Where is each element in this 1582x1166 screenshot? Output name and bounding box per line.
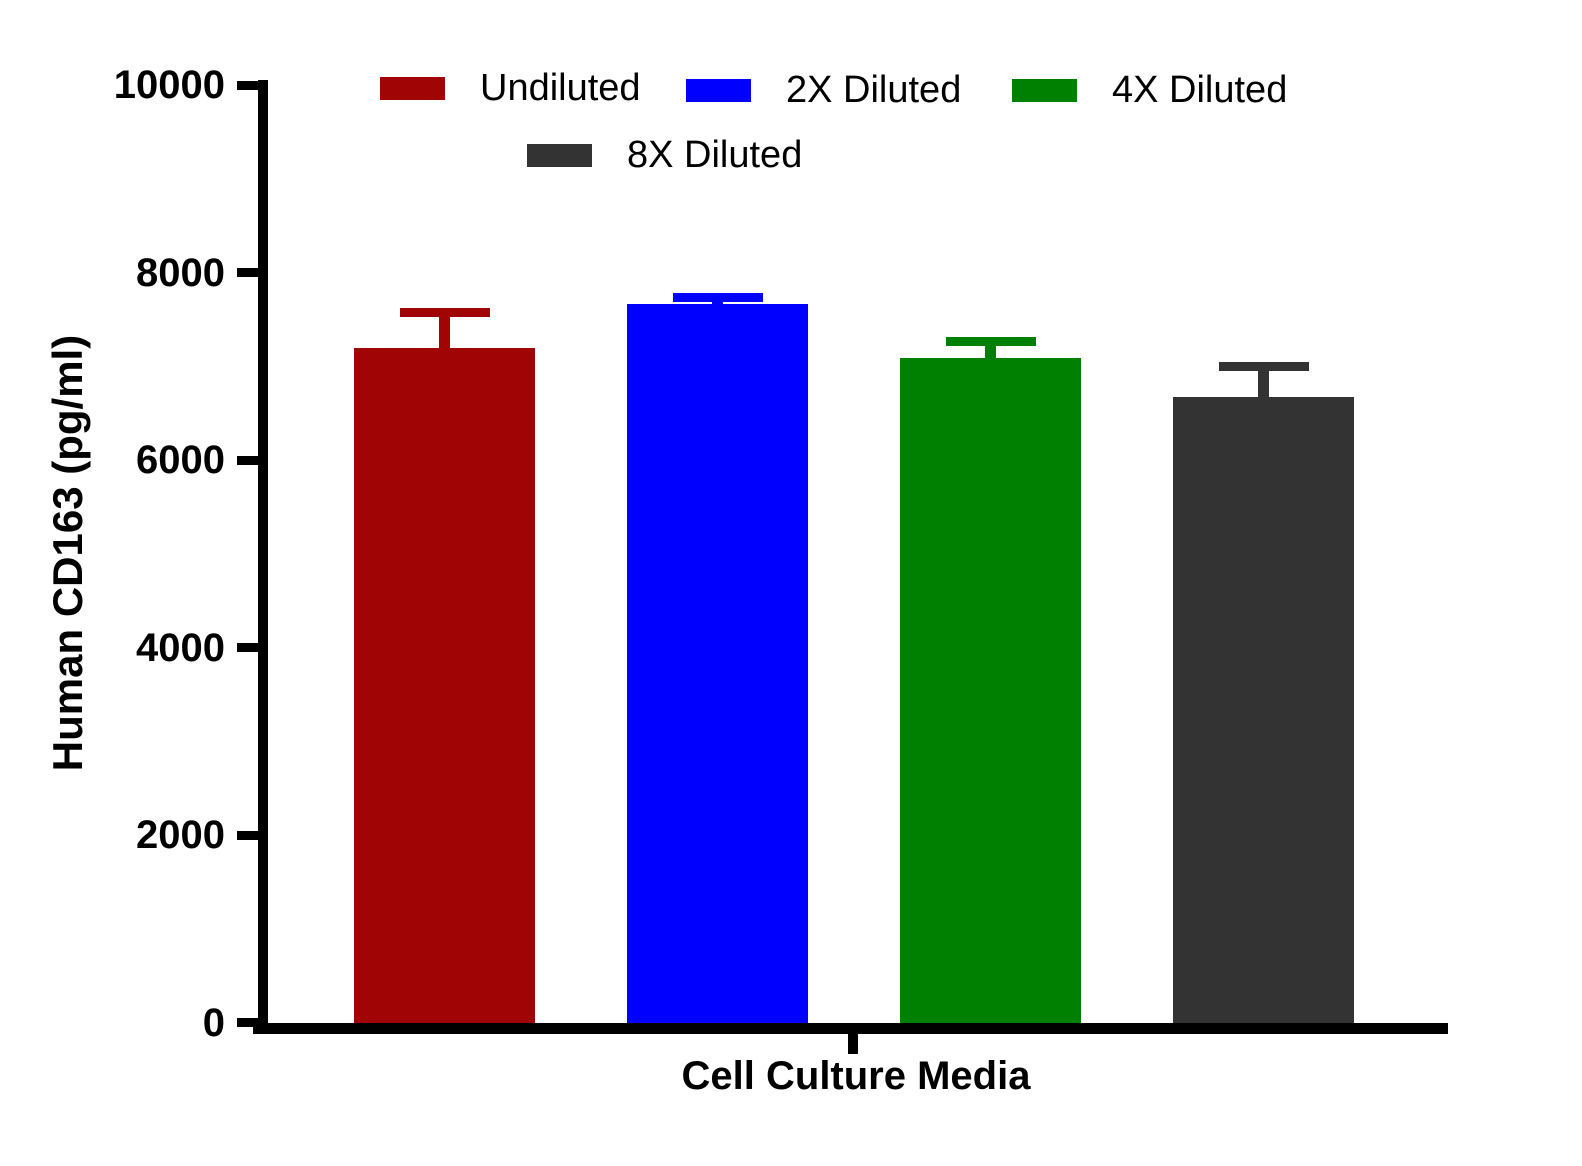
x-axis-tick	[848, 1034, 858, 1054]
y-tick-mark-0	[237, 1018, 258, 1027]
bar-2x-diluted	[627, 303, 808, 1023]
y-tick-mark-6000	[237, 455, 258, 465]
y-tick-label-2000: 2000	[136, 813, 225, 857]
y-tick-mark-8000	[237, 268, 258, 277]
error-bar-stem-4x-diluted	[985, 341, 996, 358]
y-tick-label-0: 0	[202, 1000, 225, 1045]
bar-4x-diluted	[900, 357, 1081, 1023]
x-axis-title: Cell Culture Media	[681, 1054, 1031, 1098]
error-bar-stem-undiluted	[439, 312, 450, 348]
legend-item-undiluted: Undiluted	[380, 65, 641, 111]
legend-item-8x-diluted: 8X Diluted	[527, 132, 802, 178]
bar-undiluted	[354, 347, 535, 1023]
legend-swatch-2x-diluted	[686, 78, 751, 102]
y-tick-mark-10000	[237, 80, 258, 90]
y-tick-mark-4000	[237, 643, 258, 652]
x-axis-line	[253, 1023, 1448, 1034]
legend-label-2x-diluted: 2X Diluted	[786, 69, 962, 111]
y-tick-label-6000: 6000	[136, 438, 225, 482]
error-bar-stem-8x-diluted	[1258, 366, 1269, 398]
legend-item-4x-diluted: 4X Diluted	[1012, 67, 1287, 113]
legend-swatch-undiluted	[380, 76, 445, 100]
y-tick-label-10000: 10000	[113, 63, 225, 107]
error-bar-cap-8x-diluted	[1218, 361, 1309, 371]
legend-label-8x-diluted: 8X Diluted	[627, 134, 803, 176]
error-bar-cap-4x-diluted	[945, 337, 1036, 347]
legend-item-2x-diluted: 2X Diluted	[686, 67, 961, 113]
legend-label-4x-diluted: 4X Diluted	[1112, 69, 1288, 111]
legend-label-undiluted: Undiluted	[480, 67, 641, 109]
y-tick-label-4000: 4000	[136, 625, 225, 670]
y-axis-line	[258, 80, 268, 1034]
legend-swatch-8x-diluted	[527, 143, 592, 167]
legend-swatch-4x-diluted	[1012, 78, 1077, 102]
bar-8x-diluted	[1173, 397, 1354, 1023]
error-bar-cap-2x-diluted	[672, 293, 763, 303]
y-axis-title: Human CD163 (pg/ml)	[44, 334, 91, 772]
y-tick-label-8000: 8000	[136, 250, 225, 295]
error-bar-cap-undiluted	[399, 308, 490, 318]
y-tick-mark-2000	[237, 830, 258, 840]
